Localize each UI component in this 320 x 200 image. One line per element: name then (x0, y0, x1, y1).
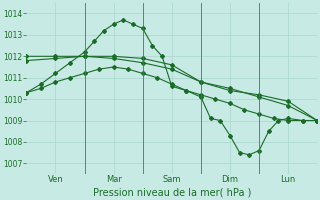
X-axis label: Pression niveau de la mer( hPa ): Pression niveau de la mer( hPa ) (92, 187, 251, 197)
